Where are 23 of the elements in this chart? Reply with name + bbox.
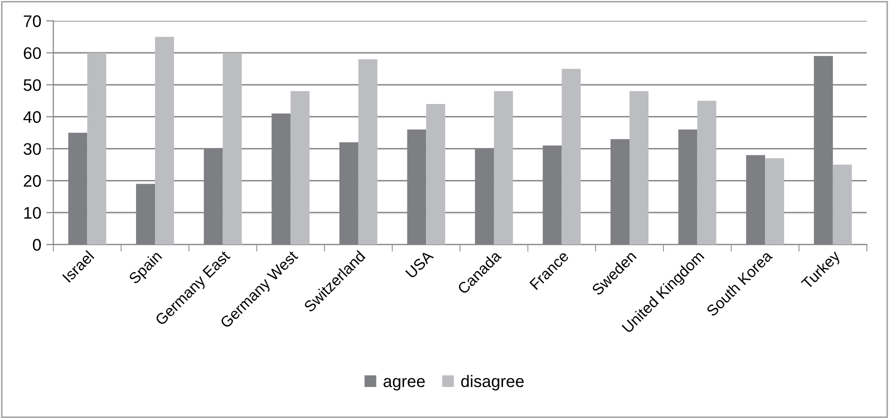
bar bbox=[358, 59, 378, 245]
legend-label: agree bbox=[384, 378, 425, 390]
bar bbox=[87, 52, 106, 245]
bar bbox=[222, 52, 242, 245]
y-tick-label: 60 bbox=[24, 47, 41, 60]
x-tick-label: USA bbox=[405, 250, 434, 279]
bar bbox=[155, 36, 174, 245]
legend-label: disagree bbox=[461, 374, 524, 390]
bar bbox=[832, 164, 852, 245]
bar bbox=[426, 104, 446, 245]
bar bbox=[290, 91, 310, 245]
y-tick-label: 30 bbox=[24, 143, 41, 155]
y-tick-label: 70 bbox=[24, 15, 41, 28]
bar bbox=[697, 100, 716, 245]
y-tick-label: 0 bbox=[32, 238, 41, 251]
bar bbox=[562, 68, 581, 245]
bar bbox=[494, 91, 513, 245]
bar bbox=[630, 91, 649, 245]
y-tick-label: 50 bbox=[24, 79, 41, 91]
bar bbox=[765, 158, 784, 245]
y-tick-label: 10 bbox=[24, 206, 41, 219]
y-tick-label: 40 bbox=[23, 111, 41, 123]
y-tick-label: 20 bbox=[24, 175, 41, 187]
